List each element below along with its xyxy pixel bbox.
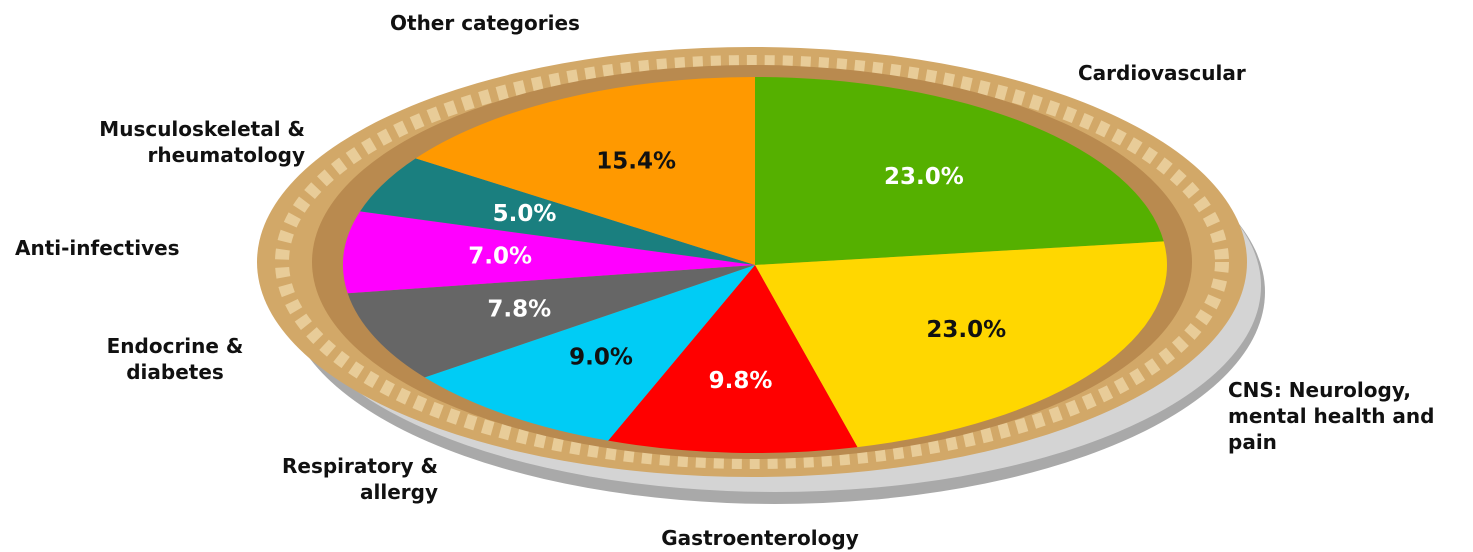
- pie-slice: [360, 158, 755, 265]
- data-label: 5.0%: [493, 201, 557, 227]
- category-label: Endocrine & diabetes: [106, 334, 244, 384]
- category-label: CNS: Neurology, mental health and pain: [1228, 378, 1435, 454]
- category-label: Gastroenterology: [661, 526, 859, 550]
- pie-slice: [424, 265, 755, 441]
- data-label: 7.8%: [487, 296, 551, 322]
- data-label: 7.0%: [468, 243, 532, 269]
- slices: 23.0% 23.0% 9.8% 9.0% 7.8% 7.0% 5.0% 15.4%: [343, 77, 1167, 453]
- pie-slice: [415, 77, 755, 265]
- category-label: Anti-infectives: [15, 236, 180, 260]
- category-label: Cardiovascular: [1078, 61, 1246, 85]
- category-label: Respiratory & allergy: [281, 454, 438, 504]
- pie-slice: [755, 241, 1167, 448]
- data-label: 9.0%: [569, 344, 633, 370]
- pie-slice: [755, 77, 1164, 265]
- category-label: Musculoskeletal & rheumatology: [99, 117, 305, 167]
- category-label: Other categories: [390, 11, 580, 35]
- pie-crust-ridge: [275, 55, 1229, 469]
- data-label: 9.8%: [709, 368, 773, 394]
- data-label: 15.4%: [596, 148, 676, 174]
- data-label: 23.0%: [884, 164, 964, 190]
- pie-slice: [347, 265, 755, 378]
- pie-slice: [608, 265, 858, 453]
- data-label: 23.0%: [926, 317, 1006, 343]
- pie-slice: [343, 211, 755, 294]
